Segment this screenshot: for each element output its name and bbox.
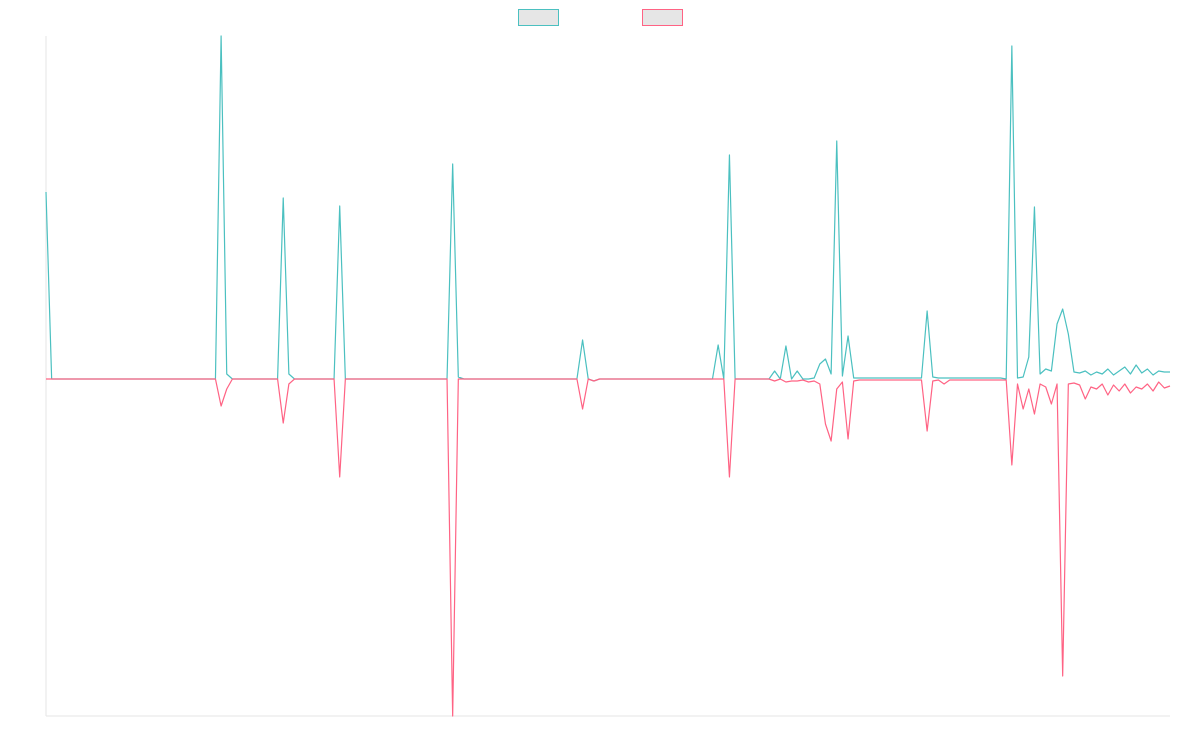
series-line: [46, 378, 1171, 717]
legend-swatch[interactable]: [518, 9, 559, 26]
legend-swatch[interactable]: [642, 9, 683, 26]
series-line: [45, 35, 1170, 382]
